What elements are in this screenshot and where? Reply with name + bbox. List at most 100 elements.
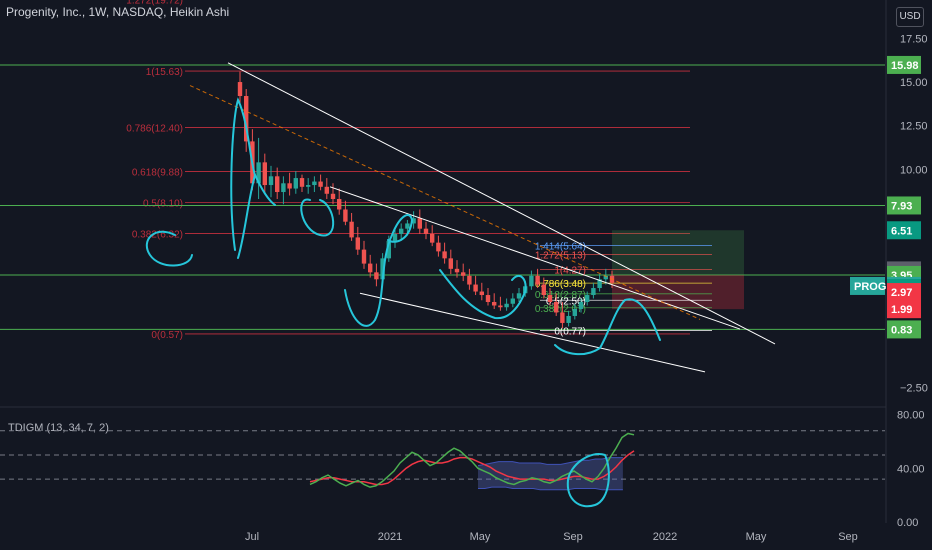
- annotation-curve: [344, 214, 414, 327]
- candle: [392, 228, 398, 248]
- x-tick-label: May: [470, 531, 491, 543]
- price-label-text: 15.98: [891, 60, 919, 72]
- candle-body: [262, 162, 267, 186]
- candle-body: [529, 275, 534, 287]
- candle: [529, 270, 534, 290]
- candle-body: [585, 295, 590, 303]
- candle: [442, 242, 447, 264]
- candle: [454, 260, 460, 278]
- candle-body: [374, 272, 379, 280]
- candle: [498, 296, 503, 311]
- fib2-level-label: 0.5(2.50): [546, 296, 586, 307]
- candle-body: [312, 181, 317, 186]
- candle-body: [306, 185, 311, 187]
- price-label-bg: [887, 320, 921, 339]
- candle: [461, 263, 466, 282]
- candle: [287, 172, 292, 196]
- indicator-title: TDIGM (13, 34, 7, 2): [8, 422, 109, 434]
- candle: [262, 153, 267, 194]
- fib-level-label: 0.5(8.10): [143, 199, 183, 210]
- candle-body: [461, 272, 466, 276]
- annotation-curve: [230, 97, 276, 251]
- candle-body: [299, 178, 305, 187]
- indicator-band: [478, 457, 623, 490]
- candle-body: [244, 96, 249, 142]
- candle: [299, 174, 305, 193]
- y-tick-label: 12.50: [900, 121, 928, 133]
- candle-body: [268, 176, 274, 186]
- time-axis[interactable]: Jul 2021 May Sep 2022 May Sep: [245, 531, 858, 543]
- candle-body: [485, 295, 491, 303]
- candle-body: [281, 183, 286, 193]
- candle: [318, 174, 323, 191]
- fib2-level-label: 0.382(2.07): [535, 304, 586, 315]
- annotation-curve: [439, 269, 527, 320]
- candle-body: [516, 293, 522, 299]
- candle: [535, 268, 540, 289]
- candle-body: [560, 312, 565, 323]
- candle-body: [442, 251, 447, 259]
- candle-body: [430, 233, 435, 243]
- candle: [306, 178, 311, 194]
- candle: [399, 223, 404, 241]
- candle: [585, 291, 590, 306]
- candle-body: [392, 233, 398, 241]
- candle-body: [492, 302, 497, 306]
- fib2-level-label: 0.786(3.48): [535, 279, 586, 290]
- candle-body: [361, 249, 367, 264]
- currency-button[interactable]: USD: [896, 7, 924, 27]
- price-label-bg: [887, 221, 921, 240]
- fib2-level-label: 1(4.27): [554, 265, 586, 276]
- candle-body: [547, 295, 553, 303]
- candle-body: [572, 308, 577, 316]
- price-axis[interactable]: 17.5015.0012.5010.00−2.5015.987.936.514.…: [887, 33, 928, 395]
- candle-body: [343, 209, 348, 222]
- candle: [256, 137, 261, 200]
- candle-body: [355, 237, 360, 250]
- price-label: 7.93: [887, 196, 921, 215]
- indicator-band-upper: [477, 457, 623, 467]
- candle: [374, 263, 379, 287]
- candle: [349, 212, 354, 241]
- candle: [436, 235, 441, 257]
- profit-zone: [612, 230, 744, 275]
- candle: [560, 302, 565, 329]
- x-tick-label: Sep: [563, 531, 583, 543]
- price-label: 0.83: [887, 320, 921, 339]
- candle: [417, 209, 422, 234]
- y-tick-label: 10.00: [900, 164, 928, 176]
- indicator-pane: TDIGM (13, 34, 7, 2) 80.00 40.00 0.00: [0, 410, 925, 529]
- candle: [275, 167, 280, 200]
- symbol-label: PROG: [850, 276, 886, 295]
- main-pane: 1.272(19.72) 1(15.63) 0.786(12.40) 0.618(9.…: [0, 0, 887, 523]
- candle-body: [380, 258, 385, 280]
- candle: [541, 277, 546, 299]
- candle-body: [324, 186, 329, 194]
- candle-body: [541, 284, 546, 296]
- y-tick-label: 17.50: [900, 33, 928, 45]
- candle: [355, 226, 360, 255]
- annotation-circle: [145, 230, 193, 267]
- candle: [591, 282, 596, 299]
- x-tick-label: Sep: [838, 531, 858, 543]
- candle-body: [256, 162, 261, 184]
- candle: [430, 225, 435, 247]
- candle: [578, 298, 584, 313]
- fib-level-label: 1(15.63): [146, 67, 183, 78]
- indicator-green-line: [309, 432, 635, 488]
- indicator-red-line: [309, 450, 635, 486]
- indicator-band-lower: [478, 486, 623, 491]
- chart-title: Progenity, Inc., 1W, NASDAQ, Heikin Ashi: [6, 5, 230, 19]
- price-label-text: 0.83: [891, 324, 912, 336]
- price-label-bg: [887, 55, 921, 74]
- price-label-bg: [887, 283, 921, 302]
- candle: [324, 178, 329, 200]
- x-tick-label: Jul: [245, 531, 259, 543]
- fib-level-label: 0(0.57): [151, 330, 183, 341]
- candle: [473, 275, 478, 296]
- fib-level-label: 0.618(9.88): [132, 167, 183, 178]
- indicator-y-tick: 0.00: [897, 517, 918, 529]
- candle: [244, 89, 249, 152]
- x-tick-label: 2021: [378, 531, 402, 543]
